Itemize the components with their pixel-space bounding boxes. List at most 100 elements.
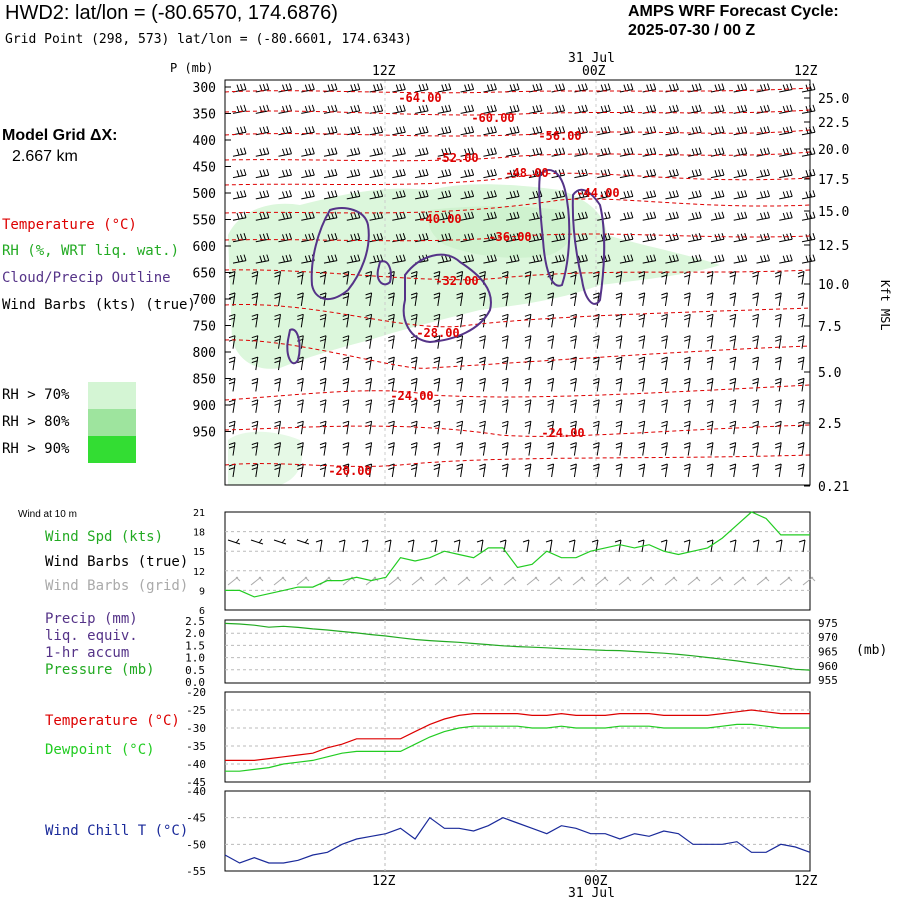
wind-barb: [346, 89, 360, 93]
wind-barb: [596, 378, 600, 392]
wind-barb-feather: [342, 335, 349, 342]
dewpoint-line: [225, 723, 810, 772]
wind-barb-feather: [737, 83, 748, 91]
wind-barb-feather: [395, 254, 406, 262]
wind-barb-feather: [691, 168, 702, 177]
wind-barb: [733, 463, 737, 478]
wind-barb-10m: [250, 538, 264, 545]
wind-barb-grid: [779, 576, 793, 586]
wind-barb: [573, 442, 577, 456]
wind-barb-feather: [615, 463, 623, 470]
wind-barb-feather: [304, 168, 315, 177]
wind-barb-feather: [486, 126, 497, 134]
wind-barb: [301, 131, 315, 136]
wind-barb: [392, 89, 406, 93]
wind-barb-feather: [593, 463, 600, 470]
wind-barb: [323, 357, 327, 371]
wind-barb-feather: [737, 147, 748, 156]
wind-barb-grid: [457, 576, 471, 586]
wind-barb-feather: [365, 356, 372, 364]
wind-barb: [779, 110, 793, 114]
wind-barb: [687, 463, 691, 478]
wind-barb: [574, 89, 588, 93]
wind-barb: [756, 399, 759, 413]
wind-barb: [687, 442, 691, 456]
precip-ytick-label: 1.5: [185, 639, 205, 652]
top-time-label-2: 00Z: [582, 64, 606, 79]
wind-barb-feather: [638, 463, 645, 470]
wind-barb: [597, 174, 611, 179]
wind-barb: [278, 442, 281, 456]
wind-barb: [414, 463, 418, 478]
wind-barb: [369, 153, 383, 157]
wind-barb: [415, 195, 429, 200]
wind-barb: [687, 378, 691, 392]
wind-barb-feather: [395, 126, 406, 134]
wind-barb-feather: [547, 420, 554, 428]
wind-barb-feather: [752, 335, 759, 342]
wind-barb: [232, 271, 236, 285]
wind-barb-feather: [319, 442, 327, 449]
wind-barb: [642, 195, 656, 200]
wind-barb: [301, 153, 315, 157]
wind-barb-feather: [646, 254, 657, 262]
wind-barb-feather: [570, 399, 577, 406]
wind-barb: [551, 314, 555, 328]
wind-barb: [255, 217, 269, 221]
wind-barb-feather: [752, 463, 759, 470]
wind-barb: [756, 314, 759, 328]
wind-barb: [642, 238, 656, 243]
wind-barb-feather: [486, 168, 497, 177]
wind-barb-feather: [395, 83, 406, 91]
wind-barb-feather: [684, 442, 691, 449]
bottom-time-label-2: 00Z: [584, 874, 608, 889]
wind-barb: [801, 292, 805, 306]
rh-bin-80-swatch: [88, 409, 136, 436]
wind-barb-grid: [503, 576, 517, 586]
wind-barb-feather: [373, 190, 384, 198]
wind-barb-feather: [729, 377, 736, 385]
wind-barb-10m: [453, 539, 461, 553]
wind-barb-feather: [668, 211, 679, 220]
wind-barb-feather: [486, 104, 497, 113]
wind-barb: [323, 399, 327, 413]
wind-barb-feather: [577, 254, 588, 262]
wind-barb-feather: [297, 292, 304, 299]
wind-barb: [528, 110, 542, 114]
rh-bin-70-label: RH > 70%: [2, 387, 70, 403]
wind-barb-feather: [251, 399, 258, 406]
wind-barb-feather: [501, 442, 509, 449]
wind-barb-feather: [228, 420, 236, 428]
wind-barb-feather: [365, 313, 372, 321]
wind-barb-feather: [714, 126, 725, 134]
top-time-label-3: 12Z: [794, 64, 818, 79]
wind-barb: [505, 335, 509, 349]
wind-barb-feather: [532, 126, 543, 134]
wind-barb-feather: [638, 442, 645, 449]
wind-barb-feather: [228, 356, 236, 364]
wind-barb-feather: [456, 292, 463, 299]
wind-barb: [232, 238, 247, 243]
wind-barb-feather: [782, 168, 793, 177]
wind-barb-feather: [418, 168, 429, 177]
wind-barb: [710, 217, 725, 221]
wind-barb: [346, 260, 360, 264]
wind-ytick-label: 15: [193, 547, 205, 558]
wind-barb-feather: [388, 399, 395, 406]
wind-barb: [437, 110, 451, 114]
wind-barb: [756, 463, 759, 478]
wind-barb: [369, 421, 373, 435]
wind-barb: [779, 131, 793, 136]
wind-barb: [642, 174, 656, 179]
wind-barb: [733, 421, 737, 435]
wind-barb: [506, 260, 520, 264]
wind-barb-feather: [691, 104, 702, 113]
wind-barb-feather: [797, 463, 805, 470]
wind-barb-feather: [342, 313, 349, 321]
wind-barb-grid: [227, 576, 241, 586]
wind-barb: [437, 399, 441, 413]
wind-ytick-label: 9: [199, 586, 205, 597]
wind-barb: [278, 174, 292, 179]
wind-barb: [756, 238, 770, 243]
